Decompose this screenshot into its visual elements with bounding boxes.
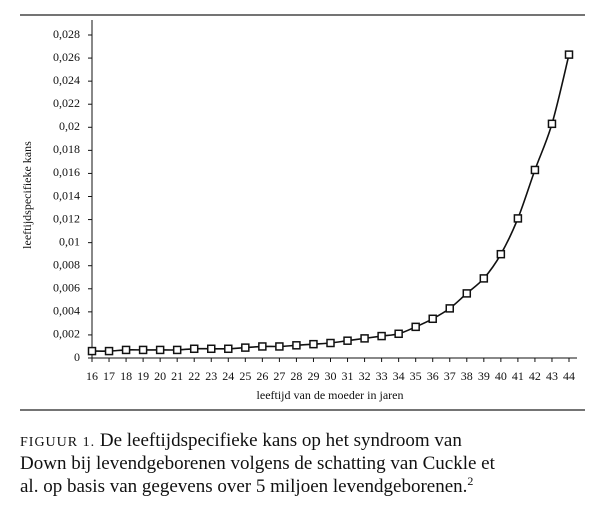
x-tick-label: 19 bbox=[137, 369, 149, 383]
x-tick-label: 23 bbox=[205, 369, 217, 383]
marker bbox=[172, 345, 182, 355]
x-tick-label: 24 bbox=[222, 369, 234, 383]
marker bbox=[360, 334, 369, 343]
x-tick-label: 21 bbox=[171, 369, 183, 383]
marker bbox=[292, 341, 301, 350]
marker bbox=[121, 345, 131, 355]
marker bbox=[258, 342, 267, 351]
y-tick-label: 0,012 bbox=[53, 211, 80, 225]
caption-text: al. op basis van gegevens over 5 miljoen… bbox=[20, 476, 467, 497]
x-tick-label: 29 bbox=[307, 369, 319, 383]
x-tick-label: 16 bbox=[86, 369, 98, 383]
y-tick-label: 0,02 bbox=[59, 119, 80, 133]
marker bbox=[530, 165, 540, 175]
marker bbox=[547, 119, 557, 129]
x-tick-label: 25 bbox=[239, 369, 251, 383]
caption-line: FIGUUR 1. De leeftijdspecifieke kans op … bbox=[20, 430, 462, 451]
x-tick-label: 18 bbox=[120, 369, 132, 383]
y-axis-label: leeftijdspecifieke kans bbox=[20, 141, 34, 249]
x-tick-label: 39 bbox=[478, 369, 490, 383]
x-tick-label: 17 bbox=[103, 369, 115, 383]
x-tick-label: 34 bbox=[393, 369, 405, 383]
marker bbox=[326, 338, 335, 348]
marker bbox=[275, 342, 284, 351]
y-tick-label: 0,022 bbox=[53, 96, 80, 110]
marker bbox=[462, 289, 472, 298]
y-tick-label: 0,016 bbox=[53, 165, 80, 179]
x-tick-label: 32 bbox=[359, 369, 371, 383]
x-tick-label: 30 bbox=[325, 369, 337, 383]
marker bbox=[394, 329, 403, 339]
marker bbox=[189, 344, 199, 354]
y-tick-label: 0,006 bbox=[53, 281, 80, 295]
x-tick-label: 42 bbox=[529, 369, 541, 383]
y-tick-label: 0 bbox=[74, 350, 80, 364]
x-tick-label: 43 bbox=[546, 369, 558, 383]
y-tick-label: 0,01 bbox=[59, 234, 80, 248]
curve bbox=[91, 54, 570, 352]
y-tick-label: 0,024 bbox=[53, 73, 80, 87]
marker bbox=[445, 304, 454, 313]
caption-label: FIGUUR 1. bbox=[20, 435, 95, 450]
x-tick-label: 22 bbox=[188, 369, 200, 383]
y-tick-label: 0,018 bbox=[53, 142, 80, 156]
marker bbox=[241, 343, 250, 352]
x-tick-label: 44 bbox=[563, 369, 575, 383]
marker bbox=[377, 331, 386, 341]
marker bbox=[564, 50, 574, 59]
x-tick-label: 20 bbox=[154, 369, 166, 383]
x-tick-label: 27 bbox=[273, 369, 285, 383]
caption-line: al. op basis van gegevens over 5 miljoen… bbox=[20, 474, 473, 497]
x-tick-label: 37 bbox=[444, 369, 456, 383]
marker bbox=[343, 336, 352, 345]
marker bbox=[155, 345, 165, 355]
y-tick-label: 0,026 bbox=[53, 50, 80, 64]
caption-line: Down bij levendgeborenen volgens de scha… bbox=[20, 453, 496, 474]
marker bbox=[496, 249, 506, 259]
marker bbox=[104, 346, 114, 356]
y-tick-label: 0,008 bbox=[53, 257, 80, 271]
x-tick-label: 40 bbox=[495, 369, 507, 383]
marker bbox=[479, 274, 489, 283]
marker bbox=[138, 345, 148, 355]
marker bbox=[309, 339, 318, 349]
caption-reference: 2 bbox=[467, 474, 473, 488]
marker bbox=[513, 214, 523, 223]
x-tick-label: 35 bbox=[410, 369, 422, 383]
y-tick-label: 0,014 bbox=[53, 188, 80, 202]
marker bbox=[428, 314, 437, 324]
y-tick-label: 0,002 bbox=[53, 327, 80, 341]
y-tick-label: 0,004 bbox=[53, 304, 80, 318]
x-tick-label: 26 bbox=[256, 369, 268, 383]
x-tick-label: 38 bbox=[461, 369, 473, 383]
marker bbox=[87, 346, 97, 356]
x-tick-label: 31 bbox=[342, 369, 354, 383]
y-tick-label: 0,028 bbox=[53, 27, 80, 41]
x-axis-label: leeftijd van de moeder in jaren bbox=[257, 388, 404, 402]
marker bbox=[411, 322, 420, 332]
x-tick-label: 41 bbox=[512, 369, 524, 383]
x-tick-label: 28 bbox=[290, 369, 302, 383]
marker bbox=[207, 344, 216, 354]
x-tick-label: 36 bbox=[427, 369, 439, 383]
x-tick-label: 33 bbox=[376, 369, 388, 383]
caption-text: De leeftijdspecifieke kans op het syndro… bbox=[100, 430, 462, 451]
marker bbox=[224, 344, 233, 354]
